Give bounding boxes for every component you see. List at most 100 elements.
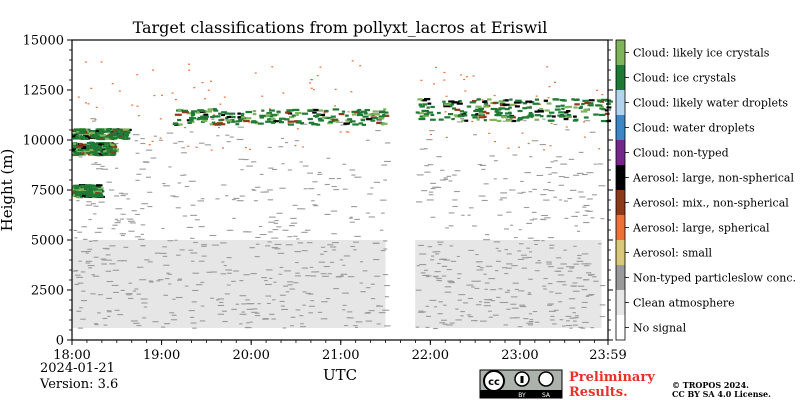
class-cell-1139 xyxy=(106,134,110,138)
class-cell-1662 xyxy=(528,113,534,116)
class-cell-453 xyxy=(101,259,106,261)
class-cell-1411 xyxy=(278,119,282,122)
class-cell-667 xyxy=(276,212,283,214)
class-cell-34 xyxy=(588,274,593,276)
class-cell-443 xyxy=(336,121,344,123)
class-cell-574 xyxy=(546,261,552,263)
class-cell-297 xyxy=(425,305,430,307)
class-cell-1589 xyxy=(523,116,530,119)
class-cell-446 xyxy=(526,256,532,259)
class-cell-911 xyxy=(347,111,350,113)
class-cell-876 xyxy=(274,220,279,222)
class-cell-1556 xyxy=(580,110,588,113)
class-cell-104 xyxy=(176,254,181,256)
class-cell-577 xyxy=(522,257,529,259)
class-cell-1394 xyxy=(265,113,271,116)
class-cell-2119 xyxy=(87,190,93,193)
class-cell-167 xyxy=(112,143,119,145)
class-cell-1598 xyxy=(443,105,451,108)
class-cell-508 xyxy=(96,163,102,166)
class-cell-351 xyxy=(460,311,465,313)
class-cell-663 xyxy=(563,200,568,202)
class-cell-1413 xyxy=(229,115,234,118)
class-cell-181 xyxy=(303,188,308,190)
class-cell-1021 xyxy=(521,132,524,134)
class-cell-759 xyxy=(457,273,462,275)
class-cell-1503 xyxy=(474,108,480,111)
class-cell-715 xyxy=(526,322,534,324)
class-cell-511 xyxy=(289,225,295,227)
class-cell-8 xyxy=(471,280,478,282)
class-cell-154 xyxy=(320,318,328,320)
class-cell-657 xyxy=(532,188,537,190)
class-cell-352 xyxy=(200,305,205,307)
class-cell-1572 xyxy=(504,108,510,111)
class-cell-1422 xyxy=(203,117,209,121)
class-cell-1897 xyxy=(72,146,78,149)
class-cell-1381 xyxy=(352,123,359,126)
class-cell-1558 xyxy=(483,105,490,108)
class-cell-991 xyxy=(429,133,432,136)
class-cell-1609 xyxy=(509,103,515,106)
class-cell-496 xyxy=(569,189,577,191)
class-cell-375 xyxy=(259,173,264,175)
class-cell-563 xyxy=(497,250,502,252)
class-cell-861 xyxy=(312,204,317,206)
class-cell-818 xyxy=(123,246,129,248)
class-cell-1646 xyxy=(444,103,451,106)
class-cell-692 xyxy=(193,241,198,244)
class-cell-1269 xyxy=(229,118,235,122)
class-cell-1015 xyxy=(310,87,313,89)
classification-cells xyxy=(72,60,613,330)
class-cell-59 xyxy=(97,294,103,296)
class-cell-1016 xyxy=(434,66,437,69)
colorbar-swatch xyxy=(616,190,625,215)
class-cell-1652 xyxy=(452,101,460,104)
class-cell-364 xyxy=(543,189,549,191)
class-cell-1640 xyxy=(572,115,577,118)
class-cell-1440 xyxy=(318,119,325,122)
class-cell-854 xyxy=(451,174,457,176)
class-cell-1326 xyxy=(358,122,364,125)
class-cell-4 xyxy=(519,304,526,306)
class-cell-567 xyxy=(140,208,145,210)
class-cell-322 xyxy=(254,312,260,314)
class-cell-1271 xyxy=(382,113,386,117)
class-cell-172 xyxy=(242,231,249,233)
class-cell-42 xyxy=(547,266,554,268)
class-cell-1532 xyxy=(427,111,434,114)
class-cell-204 xyxy=(287,236,293,238)
class-cell-793 xyxy=(328,178,335,180)
class-cell-1414 xyxy=(289,109,295,112)
class-cell-376 xyxy=(237,126,245,128)
class-cell-1675 xyxy=(430,113,435,117)
class-cell-223 xyxy=(472,225,477,227)
class-cell-1254 xyxy=(382,114,390,117)
class-cell-288 xyxy=(93,205,99,207)
class-cell-240 xyxy=(443,259,451,261)
class-cell-1531 xyxy=(495,108,502,111)
class-cell-765 xyxy=(499,199,503,201)
class-cell-1569 xyxy=(444,116,451,119)
class-cell-602 xyxy=(598,185,606,187)
class-cell-925 xyxy=(219,103,222,105)
class-cell-997 xyxy=(432,83,435,85)
class-cell-258 xyxy=(267,146,272,148)
class-cell-559 xyxy=(103,324,108,326)
class-cell-1861 xyxy=(111,145,118,148)
class-cell-994 xyxy=(254,72,257,74)
class-cell-573 xyxy=(544,217,551,219)
class-cell-260 xyxy=(327,273,332,275)
class-cell-1691 xyxy=(72,149,77,152)
class-cell-1194 xyxy=(104,137,112,140)
class-cell-1223 xyxy=(83,135,89,138)
class-cell-803 xyxy=(584,210,590,212)
class-cell-1236 xyxy=(88,131,95,135)
class-cell-378 xyxy=(220,273,227,275)
class-cell-346 xyxy=(324,213,331,215)
class-cell-1310 xyxy=(182,109,188,112)
class-cell-1600 xyxy=(564,106,568,109)
class-cell-1621 xyxy=(596,104,603,107)
class-cell-340 xyxy=(313,205,319,207)
class-cell-551 xyxy=(474,319,478,322)
